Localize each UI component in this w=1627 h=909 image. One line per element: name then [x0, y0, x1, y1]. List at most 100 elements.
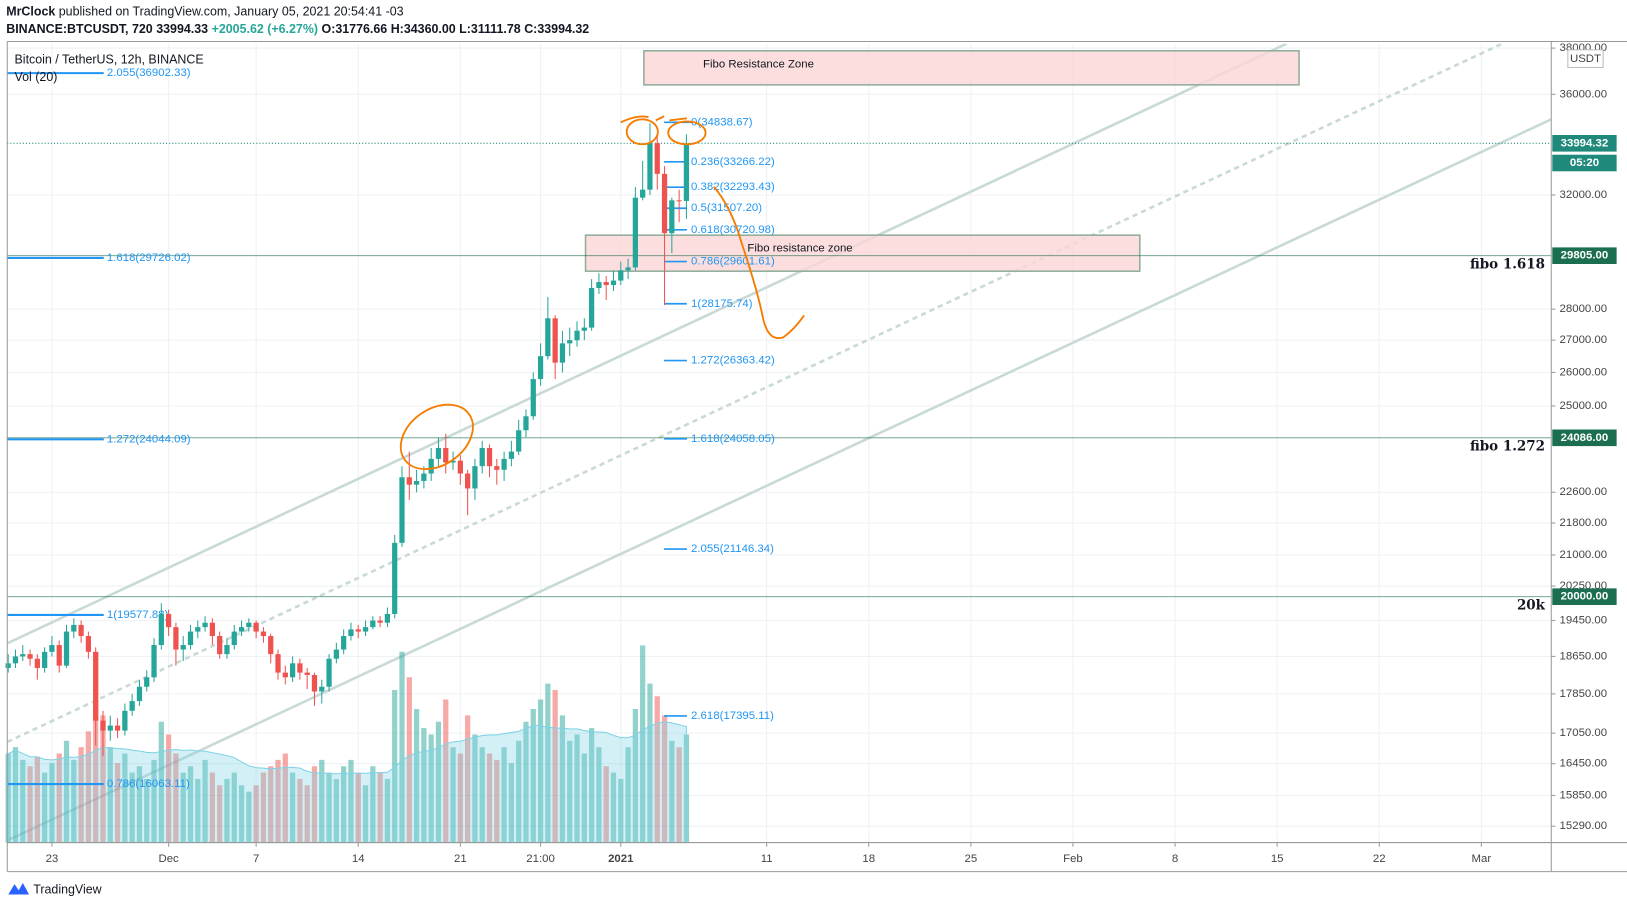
volume-bar: [42, 772, 48, 843]
x-tick-label: Dec: [158, 853, 179, 865]
x-tick-label: 7: [253, 853, 259, 865]
fib-label: 1.618(24058.05): [691, 433, 775, 445]
candle-body: [370, 620, 376, 628]
volume-bar: [479, 747, 485, 843]
y-tick-label: 21800.00: [1560, 517, 1608, 529]
candle-body: [421, 473, 427, 481]
level-label: 20000.00: [1561, 591, 1609, 603]
candle-body: [567, 340, 573, 344]
y-tick-label: 26000.00: [1560, 366, 1608, 378]
volume-bar: [78, 747, 84, 843]
candle-body: [144, 677, 150, 687]
volume-bar: [63, 740, 70, 843]
volume-bar: [209, 772, 216, 843]
channel-upper: [7, 43, 1288, 645]
volume-bar: [326, 772, 332, 843]
zone-box: [643, 50, 1300, 86]
fib-label: 1.618(29726.02): [107, 252, 191, 264]
x-tick-label: Mar: [1472, 853, 1492, 865]
volume-bar: [238, 785, 245, 843]
candle-body: [581, 327, 587, 331]
volume-bar: [282, 753, 288, 843]
volume-bar: [27, 766, 33, 843]
candle-body: [348, 629, 354, 637]
volume-bar: [457, 753, 463, 843]
fib-label: 0.786(16063.11): [107, 778, 190, 790]
logo-text: TradingView: [33, 883, 102, 897]
volume-bar: [574, 734, 580, 843]
candle-body: [377, 620, 383, 623]
fib-label: 1(19577.88): [107, 609, 169, 621]
volume-bar: [333, 778, 339, 843]
candle-body: [596, 282, 602, 288]
volume-bar: [85, 731, 92, 843]
volume-bar: [596, 747, 602, 843]
candle-body: [399, 477, 405, 543]
zone-label: Fibo resistance zone: [747, 243, 852, 255]
published: published on TradingView.com, January 05…: [59, 5, 404, 19]
candle-body: [5, 663, 11, 668]
volume-bar: [275, 759, 281, 843]
high: H:34360.00: [391, 22, 456, 36]
candle-body: [27, 654, 33, 659]
volume-bar: [260, 772, 267, 843]
volume-bar: [443, 699, 449, 843]
candle-body: [610, 280, 617, 286]
candle-body: [392, 542, 398, 614]
symbol: BINANCE:BTCUSDT, 720: [6, 22, 153, 36]
legend-title: Bitcoin / TetherUS, 12h, BINANCE: [15, 52, 204, 66]
volume-bar: [581, 753, 587, 843]
candle-body: [151, 645, 157, 678]
candle-body: [202, 622, 208, 628]
volume-bar: [289, 772, 296, 843]
level-label-box: [1552, 247, 1617, 265]
candle-body: [311, 674, 318, 692]
volume-bar: [618, 778, 624, 843]
candle-body: [640, 189, 646, 198]
volume-bar: [392, 689, 398, 843]
volume-bar: [253, 785, 259, 843]
candle-body: [406, 477, 412, 485]
volume-bar: [165, 734, 172, 843]
candle-body: [508, 451, 515, 459]
volume-bar: [195, 778, 201, 843]
volume-bar: [537, 699, 544, 843]
volume-bar: [413, 709, 420, 843]
candle-body: [136, 686, 143, 702]
volume-bar: [311, 766, 318, 843]
volume-bar: [268, 766, 274, 843]
low: L:31111.78: [459, 22, 521, 36]
volume-bar: [122, 753, 128, 843]
symbol-line: BINANCE:BTCUSDT, 720 33994.33 +2005.62 (…: [6, 22, 589, 36]
x-tick-label: 18: [862, 853, 875, 865]
logo-icon: [8, 883, 30, 895]
level-label-box: [1552, 429, 1617, 447]
drawing-arrow: [713, 186, 805, 339]
candle-body: [231, 631, 237, 646]
volume-bar: [669, 740, 675, 843]
y-tick-label: 16450.00: [1560, 758, 1608, 770]
volume-bar: [472, 734, 478, 843]
fib-label: 1.272(24044.09): [107, 433, 191, 445]
candle-body: [326, 658, 332, 687]
candle-body: [413, 480, 420, 485]
x-tick-label: Feb: [1063, 853, 1083, 865]
x-tick-label: 21:00: [526, 853, 555, 865]
volume-bar: [355, 772, 361, 843]
fib-label: 0(34838.67): [691, 116, 753, 128]
volume-bar: [107, 747, 113, 843]
fib-label: 1.272(26363.42): [691, 355, 775, 367]
candle-body: [187, 631, 194, 646]
volume-bar: [180, 772, 186, 843]
candle-body: [253, 622, 259, 632]
candle-body: [78, 624, 84, 637]
volume-bar: [516, 740, 522, 843]
candle-body: [625, 267, 631, 271]
candle-body: [443, 448, 449, 463]
candle-body: [34, 658, 40, 668]
candle-body: [494, 466, 500, 470]
volume-bar: [319, 759, 325, 843]
fib-label: 0.382(32293.43): [691, 181, 775, 193]
volume-bar: [530, 709, 536, 843]
y-tick-label: 22600.00: [1560, 486, 1608, 498]
